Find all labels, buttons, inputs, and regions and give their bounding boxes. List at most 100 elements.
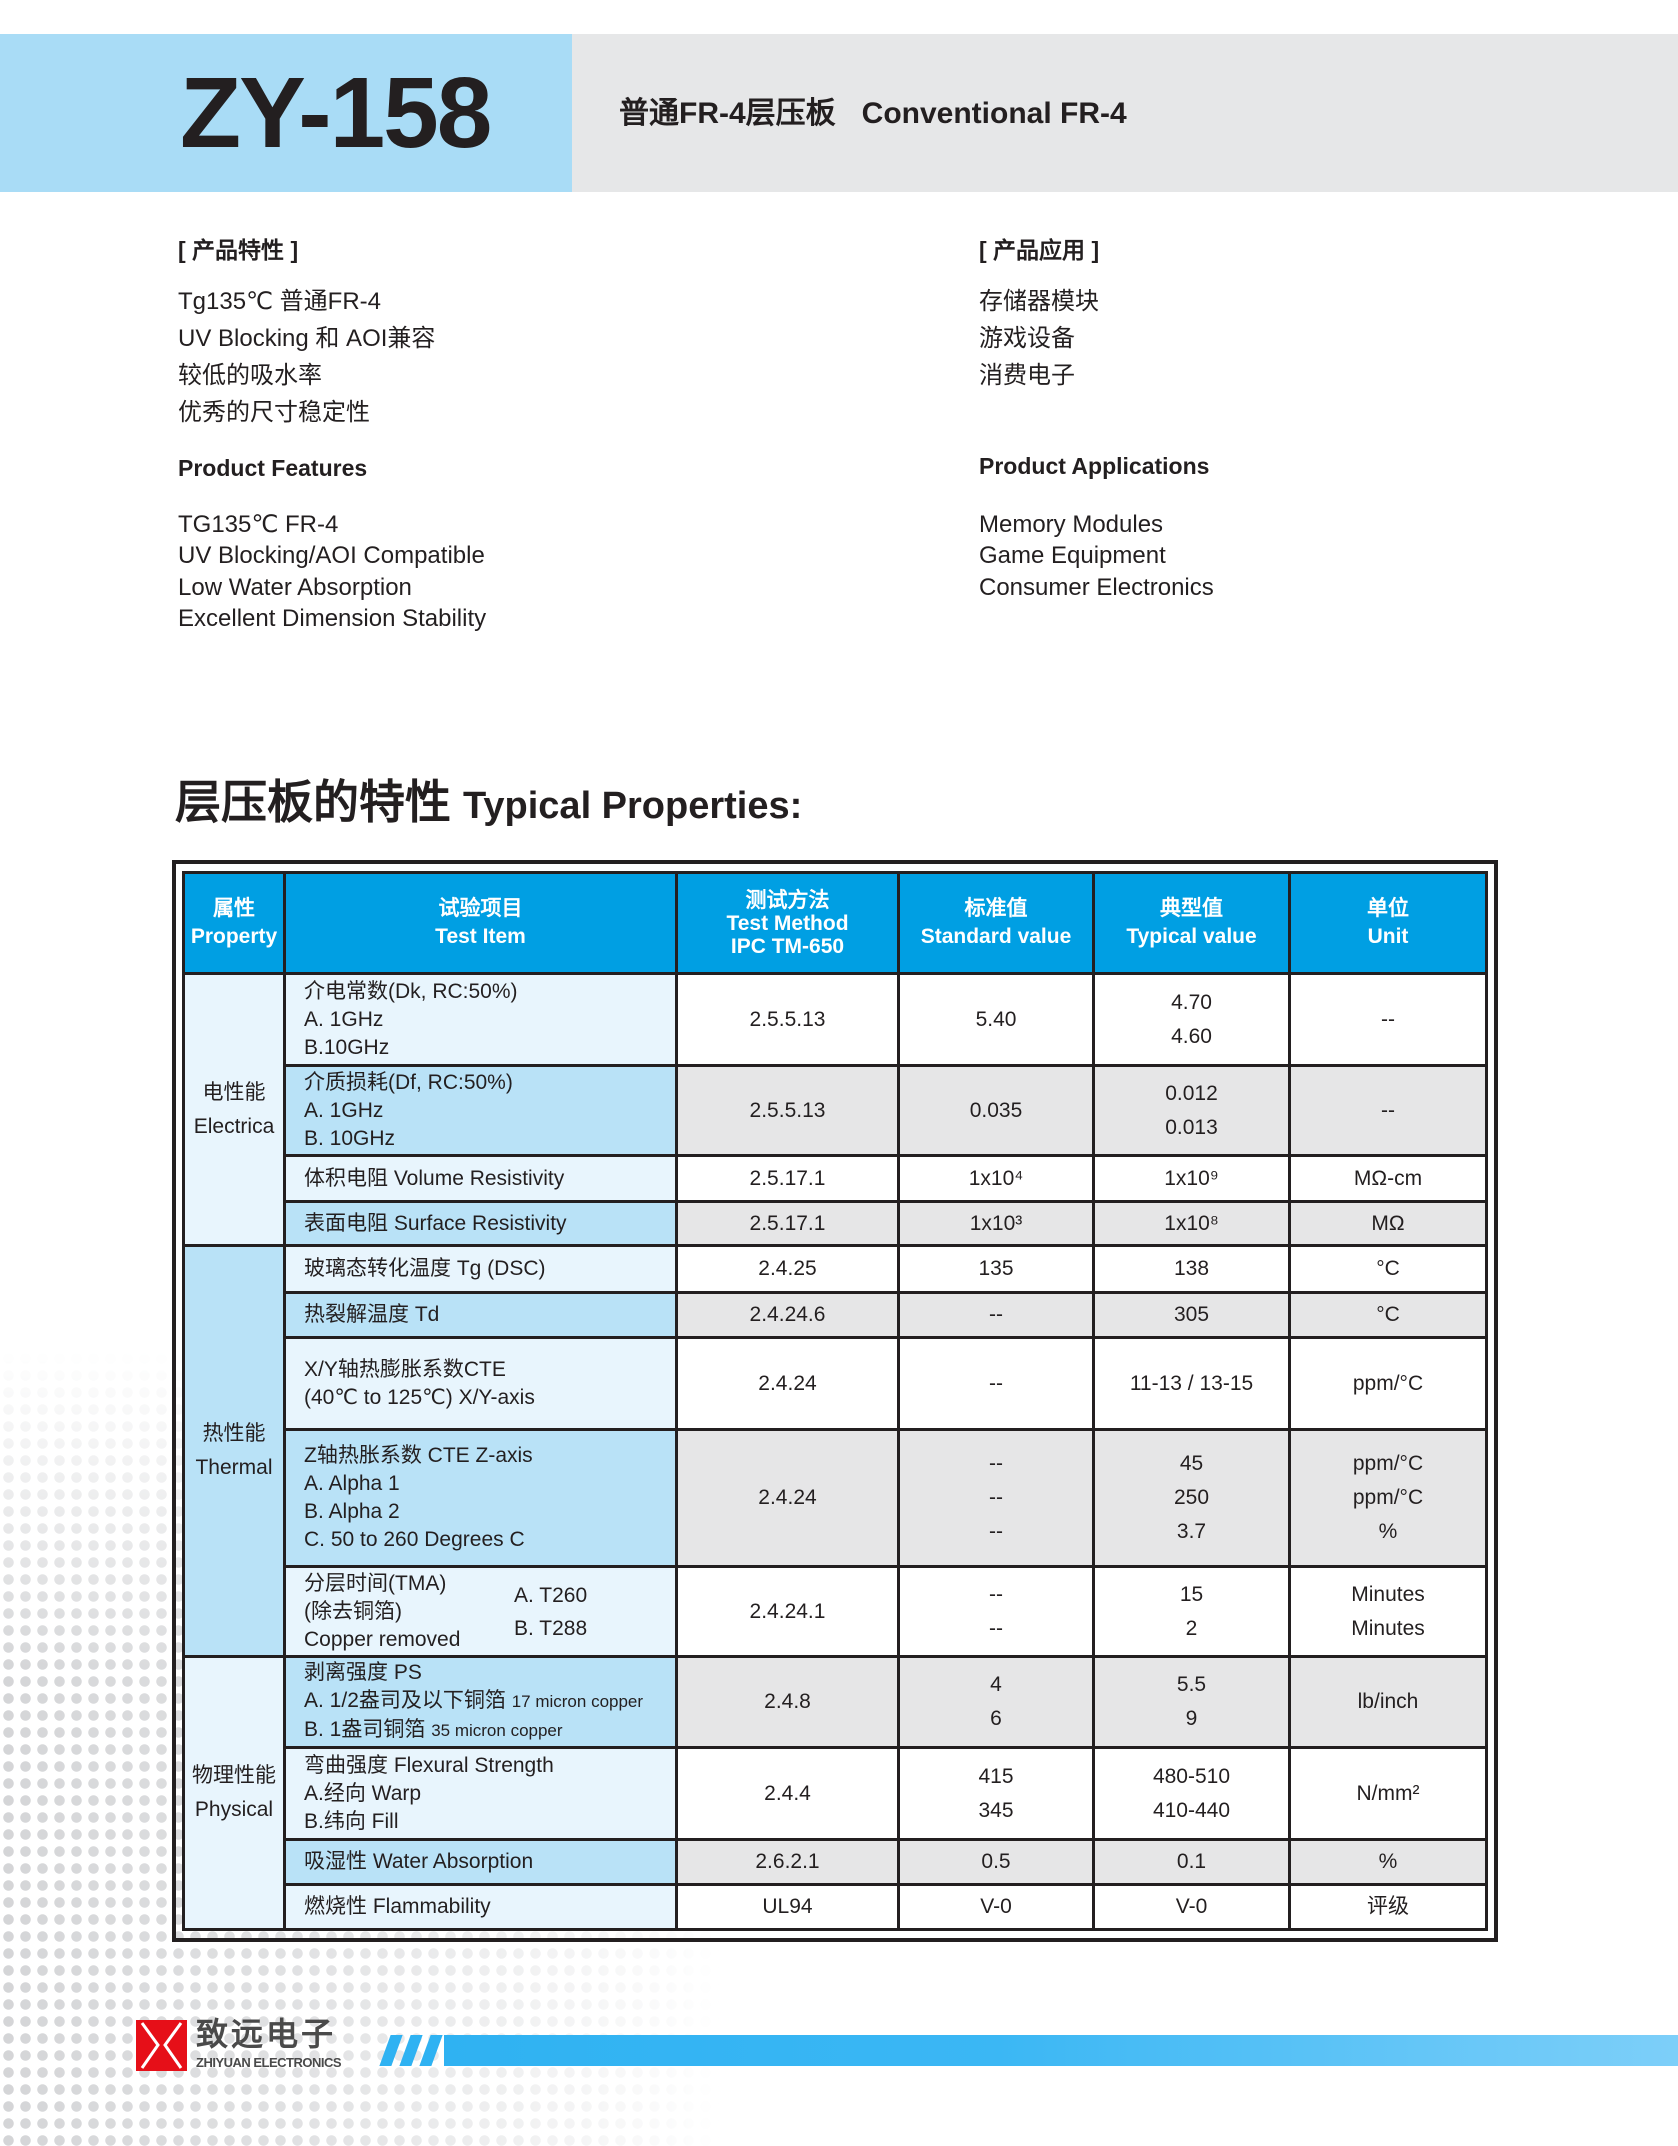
unit-cell: Minutes Minutes (1288, 1565, 1488, 1658)
test-item-cell: X/Y轴热膨胀系数CTE (40℃ to 125℃) X/Y-axis (283, 1336, 678, 1431)
test-item-line: B. 1盎司铜箔 (304, 1718, 432, 1741)
test-item-line: A. 1/2盎司及以下铜箔 (304, 1689, 512, 1712)
subtitle-en: Conventional FR-4 (861, 97, 1127, 130)
test-item-line: A. 1/2盎司及以下铜箔 17 micron copper (304, 1687, 675, 1716)
product-subtitle: 普通FR-4层压板 Conventional FR-4 (619, 94, 1153, 134)
test-item-cell: 介质损耗(Df, RC:50%) A. 1GHz B. 10GHz (283, 1064, 678, 1157)
typical-value-line: 3.7 (1176, 1520, 1207, 1543)
unit-line: -- (1381, 1098, 1395, 1122)
standard-value-line: 0.5 (981, 1850, 1011, 1873)
table-row: 弯曲强度 Flexural Strength A.经向 Warp B.纬向 Fill… (184, 1746, 1488, 1841)
unit-cell: MΩ (1288, 1200, 1488, 1247)
typical-value-cell: 11-13 / 13-15 (1092, 1336, 1291, 1431)
column-header-line: 典型值 (1160, 897, 1223, 920)
applications-cn: [ 产品应用 ] 存储器模块 游戏设备 消费电子 (979, 232, 1099, 394)
test-item-cell: 热裂解温度 Td (283, 1291, 678, 1339)
test-item-line: (除去铜箔) (304, 1599, 402, 1623)
unit-line: MΩ (1371, 1211, 1405, 1235)
typical-value-line: 1x10⁹ (1164, 1166, 1219, 1190)
standard-value-line: 1x10⁴ (968, 1166, 1024, 1190)
test-item-line: A.经向 Warp (304, 1781, 422, 1805)
typical-value-line: 1x10⁸ (1164, 1211, 1219, 1235)
application-en-item: Consumer Electronics (979, 573, 1214, 601)
unit-line: °C (1376, 1303, 1400, 1326)
unit-cell: ppm/°C ppm/°C% (1288, 1428, 1488, 1568)
table-row: X/Y轴热膨胀系数CTE (40℃ to 125℃) X/Y-axis 2.4.2… (184, 1336, 1488, 1431)
typical-value-line: 45 (1179, 1452, 1204, 1475)
test-item-line: 表面电阻 Surface Resistivity (304, 1211, 567, 1235)
group-label-line: Physical (194, 1798, 274, 1821)
test-method-cell: 2.6.2.1 (675, 1838, 900, 1886)
standard-value-line: V-0 (980, 1895, 1012, 1918)
application-cn-item: 游戏设备 (979, 325, 1075, 352)
test-item-cell: 弯曲强度 Flexural Strength A.经向 Warp B.纬向 Fill (283, 1746, 678, 1841)
test-method-cell: 2.4.24 (675, 1428, 900, 1568)
column-header: 单位 Unit (1288, 871, 1488, 975)
group-label-line: 电性能 (202, 1080, 266, 1104)
table-row: 电性能 Electrica 介电常数(Dk, RC:50%) A. 1GHz B.10G… (182, 972, 1488, 1247)
features-cn-title: [ 产品特性 ] (178, 237, 299, 263)
typical-value-cell: 480-510 410-440 (1092, 1746, 1291, 1841)
unit-line: ppm/°C (1352, 1452, 1424, 1475)
test-item-cell: 玻璃态转化温度 Tg (DSC) (283, 1244, 678, 1294)
unit-line: ppm/°C (1352, 1371, 1424, 1395)
standard-value-cell: 1x10⁴ (897, 1154, 1095, 1203)
typical-value-line: 250 (1173, 1486, 1210, 1509)
typical-value-line: 0.012 (1165, 1081, 1218, 1105)
section-title: 层压板的特性 Typical Properties: (175, 772, 802, 844)
test-item-line: Z轴热胀系数 CTE Z-axis (304, 1444, 533, 1467)
test-method-cell: 2.4.4 (675, 1746, 900, 1841)
test-method-cell: 2.4.24.1 (675, 1565, 900, 1658)
tma-condition: A. T260 (514, 1583, 588, 1607)
table-row: 分层时间(TMA) (除去铜箔) Copper removed A. T260 B. T… (184, 1565, 1488, 1658)
zhiyuan-logo-mark (136, 2020, 187, 2071)
test-item-cell: 体积电阻 Volume Resistivity (283, 1154, 678, 1203)
unit-cell: MΩ-cm (1288, 1154, 1488, 1203)
header-title-band (572, 34, 1678, 192)
test-item-line: B. 10GHz (304, 1126, 396, 1150)
unit-cell: 评级 (1288, 1883, 1488, 1931)
test-item-line: B.10GHz (304, 1035, 390, 1059)
column-header-line: Typical value (1126, 925, 1257, 948)
unit-cell: -- (1288, 972, 1488, 1067)
footer-blue-bar (444, 2035, 1678, 2066)
column-header-line: Test Item (435, 925, 526, 948)
typical-value-line: 480-510 (1152, 1764, 1231, 1788)
column-header: 属性 Property (182, 871, 286, 975)
table-row: 物理性能 Physical 剥离强度 PS A. 1/2盎司及以下铜箔 17 micr… (182, 1655, 1488, 1931)
feature-cn-item: Tg135℃ 普通FR-4 (178, 288, 382, 315)
feature-en-item: UV Blocking/AOI Compatible (178, 542, 485, 569)
unit-cell: N/mm² (1288, 1746, 1488, 1841)
typical-value-cell: 1x10⁸ (1092, 1200, 1291, 1247)
test-item-line: Copper removed (304, 1627, 461, 1651)
table-row: 体积电阻 Volume Resistivity 2.5.17.1 1x10⁴ 1x10… (184, 1154, 1488, 1203)
typical-value-cell: 0.012 0.013 (1092, 1064, 1291, 1157)
unit-line: N/mm² (1356, 1781, 1420, 1805)
application-cn-item: 存储器模块 (979, 288, 1099, 315)
typical-value-cell: 4.70 4.60 (1092, 972, 1291, 1067)
feature-en-item: TG135℃ FR-4 (178, 510, 339, 538)
standard-value-line: 345 (978, 1798, 1014, 1822)
column-header-line: 标准值 (964, 897, 1028, 920)
tma-layout: 分层时间(TMA) (除去铜箔) Copper removed A. T260 B. T… (304, 1570, 675, 1654)
standard-value-line: 6 (990, 1707, 1002, 1730)
tma-left: 分层时间(TMA) (除去铜箔) Copper removed (304, 1570, 514, 1654)
column-header-line: 测试方法 (745, 888, 830, 912)
typical-value-line: 138 (1173, 1257, 1210, 1280)
feature-en-item: Excellent Dimension Stability (178, 605, 487, 632)
test-item-line: 剥离强度 PS (304, 1661, 422, 1684)
standard-value-line: 135 (978, 1257, 1014, 1280)
tma-condition: B. T288 (514, 1616, 588, 1640)
test-item-cell: 剥离强度 PS A. 1/2盎司及以下铜箔 17 micron copper B. … (283, 1655, 678, 1749)
standard-value-line: 1x10³ (969, 1211, 1023, 1235)
column-header: 典型值 Typical value (1092, 871, 1291, 975)
test-item-note: 35 micron copper (431, 1721, 563, 1740)
standard-value-cell: 5.40 (897, 972, 1095, 1067)
typical-value-line: 2 (1185, 1616, 1198, 1640)
column-header-line: Property (190, 925, 278, 948)
section-title-en: Typical Properties: (463, 785, 803, 827)
test-item-line: 介质损耗(Df, RC:50%) (304, 1070, 513, 1094)
standard-value-cell: 1x10³ (897, 1200, 1095, 1247)
test-method-cell: 2.4.24 (675, 1336, 900, 1431)
